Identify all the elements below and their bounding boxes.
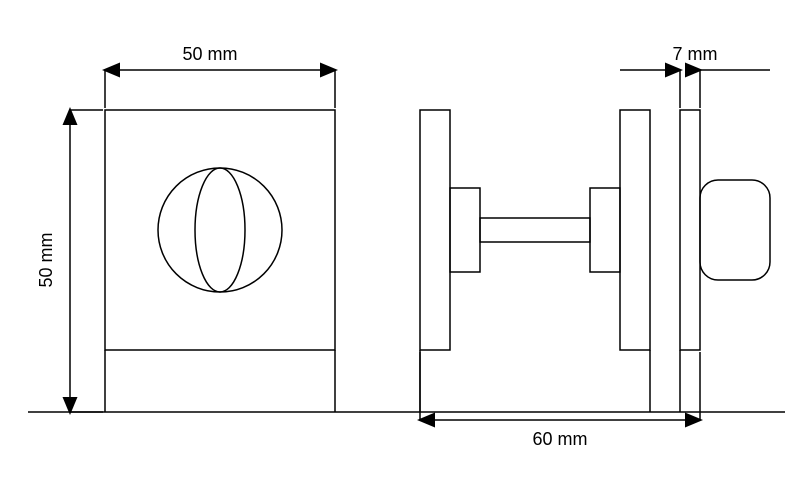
- technical-drawing: 50 mm 7 mm 50 mm 60 mm: [0, 0, 800, 500]
- side2-plate: [680, 110, 700, 350]
- side1-flange2: [590, 188, 620, 272]
- side1-flange: [450, 188, 480, 272]
- dim-label: 60 mm: [532, 429, 587, 449]
- side2-knob: [700, 180, 770, 280]
- side1-plate: [420, 110, 450, 350]
- dim-label: 7 mm: [673, 44, 718, 64]
- dim-label: 50 mm: [36, 232, 56, 287]
- front-plate: [105, 110, 335, 350]
- knob-circle: [158, 168, 282, 292]
- side1-plate2: [620, 110, 650, 350]
- dim-label: 50 mm: [182, 44, 237, 64]
- knob-turn: [195, 168, 245, 292]
- side1-spindle: [480, 218, 590, 242]
